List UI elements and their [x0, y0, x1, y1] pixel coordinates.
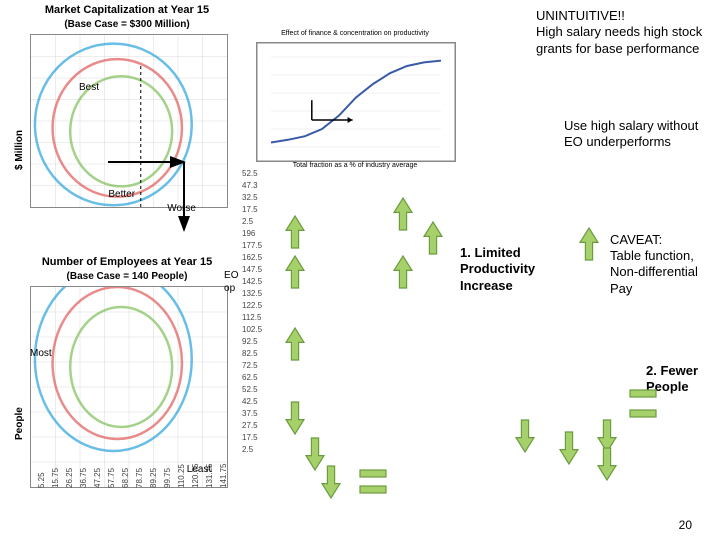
label-most: Most: [30, 348, 52, 359]
label-eo: EO: [224, 270, 238, 281]
slide-canvas: Market Capitalization at Year 15 (Base C…: [0, 0, 720, 540]
label-worse: Worse: [167, 203, 196, 214]
label-better: Better: [108, 189, 135, 200]
page-number: 20: [679, 518, 692, 532]
label-least: Least: [187, 464, 211, 475]
black-arrows-layer: [0, 0, 720, 540]
label-best: Best: [79, 82, 99, 93]
label-op: op: [224, 283, 235, 294]
